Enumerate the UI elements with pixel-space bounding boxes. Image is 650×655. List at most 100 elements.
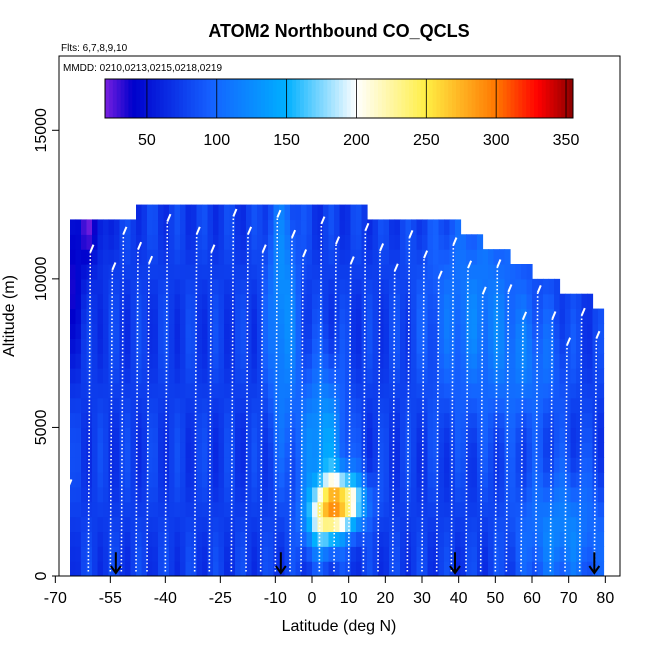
heatmap-cell [521, 264, 528, 280]
heatmap-cell [174, 397, 181, 414]
heatmap-cell [169, 234, 176, 250]
heatmap-cell [422, 293, 429, 310]
heatmap-cell [202, 457, 209, 473]
heatmap-cell [268, 264, 275, 280]
heatmap-cell [185, 323, 192, 339]
heatmap-cell [229, 397, 236, 414]
heatmap-cell [284, 501, 291, 518]
heatmap-cell [422, 442, 429, 458]
heatmap-cell [416, 219, 423, 235]
heatmap-cell [125, 323, 132, 339]
heatmap-cell [301, 204, 308, 221]
heatmap-cell [416, 323, 423, 339]
heatmap-cell [438, 516, 445, 533]
heatmap-cell [147, 293, 154, 310]
heatmap-cell [136, 412, 143, 429]
heatmap-cell [273, 531, 280, 547]
heatmap-cell [345, 397, 352, 414]
heatmap-cell [526, 501, 533, 518]
heatmap-cell [411, 531, 418, 547]
heatmap-cell [411, 368, 418, 384]
heatmap-cell [350, 264, 357, 280]
heatmap-cell [361, 353, 368, 369]
heatmap-cell [334, 516, 341, 533]
colorbar-segment [179, 79, 184, 118]
flight-profile [450, 244, 455, 572]
heatmap-cell [103, 219, 110, 235]
heatmap-cell [570, 308, 577, 325]
heatmap-cell [169, 561, 176, 576]
heatmap-cell [81, 293, 88, 310]
heatmap-cell [301, 368, 308, 384]
arrow-layer [110, 552, 601, 575]
heatmap-cell [438, 353, 445, 369]
colorbar-segment [569, 79, 574, 118]
heatmap-cell [185, 293, 192, 310]
heatmap-cell [97, 427, 104, 443]
heatmap-cell [416, 368, 423, 384]
heatmap-cell [394, 278, 401, 295]
heatmap-cell [130, 249, 137, 265]
colorbar-tick-label: 100 [203, 132, 230, 149]
heatmap-cell [306, 427, 313, 443]
heatmap-cell [411, 546, 418, 562]
heatmap-cell [455, 338, 462, 354]
heatmap-cell [235, 472, 242, 488]
heatmap-cell [273, 501, 280, 518]
heatmap-cell [537, 353, 544, 369]
heatmap-cell [114, 308, 121, 325]
heatmap-cell [213, 338, 220, 354]
heatmap-cell [191, 204, 198, 221]
heatmap-cell [504, 561, 511, 576]
heatmap-cell [125, 278, 132, 295]
heatmap-cell [587, 457, 594, 473]
heatmap-cell [152, 323, 159, 339]
heatmap-cell [499, 308, 506, 325]
heatmap-cell [389, 397, 396, 414]
heatmap-cell [537, 442, 544, 458]
heatmap-cell [279, 561, 286, 576]
heatmap-cell [526, 472, 533, 488]
heatmap-cell [108, 219, 115, 235]
colorbar-segment [124, 79, 129, 118]
heatmap-cell [207, 531, 214, 547]
heatmap-cell [180, 516, 187, 533]
heatmap-cell [213, 486, 220, 503]
heatmap-cell [306, 368, 313, 384]
heatmap-cell [416, 516, 423, 533]
heatmap-cell [207, 382, 214, 399]
heatmap-cell [565, 501, 572, 518]
heatmap-cell [383, 382, 390, 399]
heatmap-cell [213, 264, 220, 280]
heatmap-cell [235, 397, 242, 414]
heatmap-cell [587, 472, 594, 488]
heatmap-cell [416, 382, 423, 399]
heatmap-cell [268, 382, 275, 399]
heatmap-cell [196, 293, 203, 310]
heatmap-cell [455, 516, 462, 533]
heatmap-cell [97, 382, 104, 399]
heatmap-cell [268, 561, 275, 576]
heatmap-cell [213, 249, 220, 265]
heatmap-cell [570, 323, 577, 339]
colorbar-segment [448, 79, 453, 118]
heatmap-cell [378, 561, 385, 576]
heatmap-cell [279, 472, 286, 488]
colorbar-segment [545, 79, 551, 118]
colorbar-segment [393, 79, 398, 118]
heatmap-cell [455, 457, 462, 473]
heatmap-cell [240, 338, 247, 354]
heatmap-cell [114, 501, 121, 518]
heatmap-cell [262, 412, 269, 429]
heatmap-cell [97, 368, 104, 384]
heatmap-cell [108, 308, 115, 325]
heatmap-cell [581, 472, 588, 488]
heatmap-cell [427, 264, 434, 280]
heatmap-cell [119, 412, 126, 429]
heatmap-cell [70, 561, 77, 576]
heatmap-cell [361, 531, 368, 547]
heatmap-cell [361, 368, 368, 384]
heatmap-cell [510, 427, 517, 443]
heatmap-cell [196, 278, 203, 295]
heatmap-cell [290, 397, 297, 414]
